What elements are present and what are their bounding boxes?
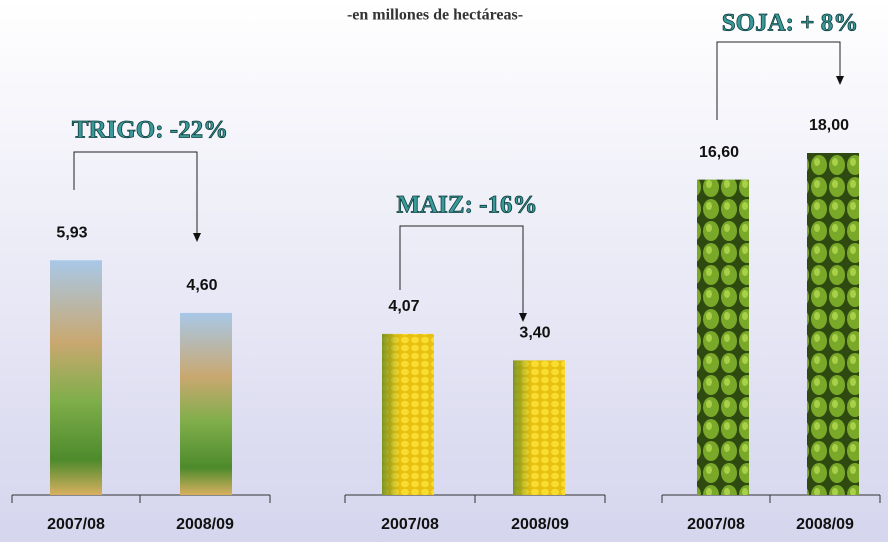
bar [180,313,232,495]
bar [807,153,859,495]
background [0,0,888,542]
bar-shade [382,334,434,495]
value-label: 18,00 [809,117,849,134]
annotation: SOJA: + 8% [722,10,858,37]
value-label: 4,60 [186,277,217,294]
annotation: TRIGO: -22% [72,117,228,144]
x-tick-label: 2008/09 [796,516,854,533]
bar [697,180,749,495]
annotation: MAIZ: -16% [397,192,538,219]
x-tick-label: 2007/08 [47,516,105,533]
x-tick-label: 2007/08 [687,516,745,533]
chart: -en millones de hectáreas- TRIGO: -22% 5,… [0,0,888,542]
bar [50,260,102,495]
bar-shade [513,360,565,495]
x-tick-label: 2007/08 [381,516,439,533]
value-label: 3,40 [519,325,550,342]
subtitle: -en millones de hectáreas- [347,7,523,24]
value-label: 4,07 [388,298,419,315]
x-tick-label: 2008/09 [176,516,234,533]
value-label: 16,60 [699,144,739,161]
x-tick-label: 2008/09 [511,516,569,533]
value-label: 5,93 [56,224,87,241]
